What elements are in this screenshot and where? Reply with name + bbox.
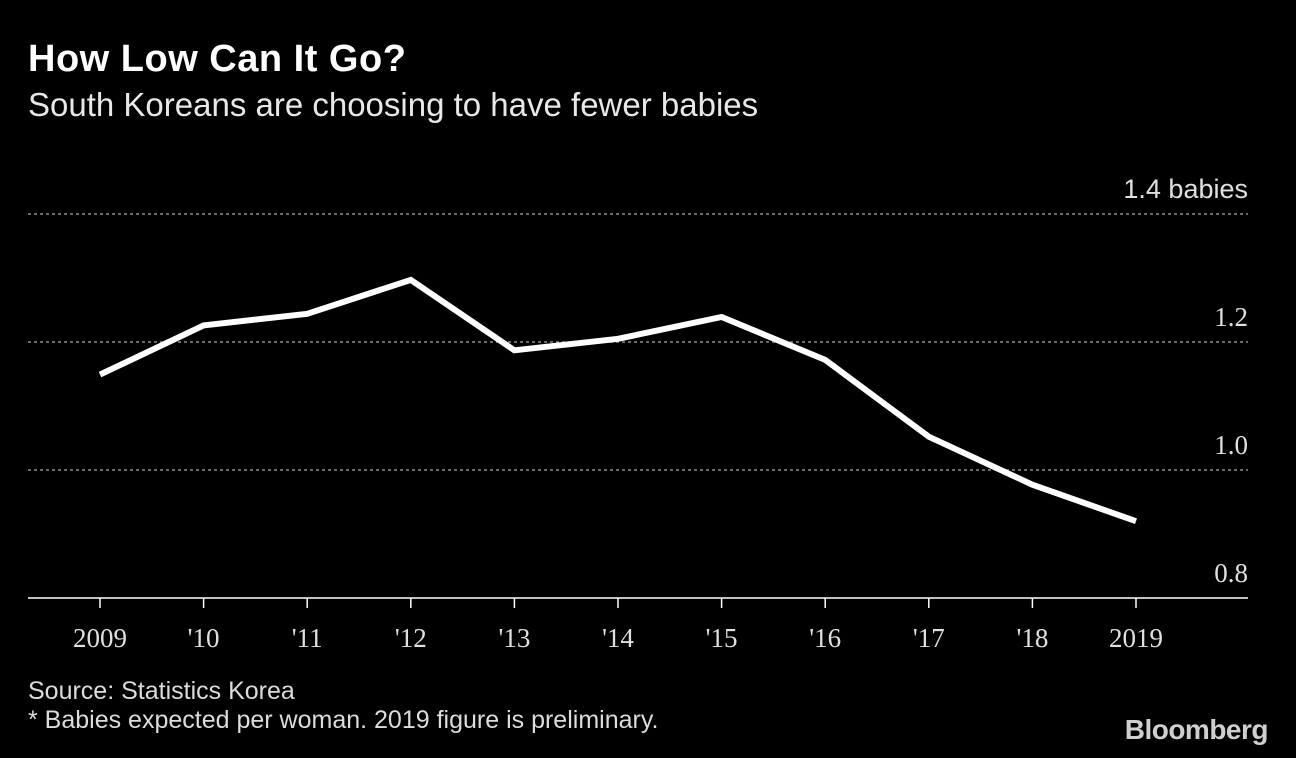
x-tick-label: '13	[498, 623, 530, 653]
x-tick-label: '14	[602, 623, 634, 653]
x-tick-label: 2009	[73, 623, 127, 653]
x-tick-label: '17	[913, 623, 945, 653]
x-tick-label: '10	[188, 623, 220, 653]
chart-title: How Low Can It Go?	[28, 38, 407, 80]
y-tick-label: 1.0	[1214, 430, 1248, 460]
x-tick-label: '18	[1016, 623, 1048, 653]
y-tick-label: 1.4 babies	[1123, 174, 1248, 204]
x-tick-label: 2019	[1109, 623, 1163, 653]
y-tick-label: 1.2	[1214, 302, 1248, 332]
bloomberg-logo: Bloomberg	[1124, 714, 1269, 745]
chart-subtitle: South Koreans are choosing to have fewer…	[28, 86, 759, 123]
x-tick-label: '11	[292, 623, 323, 653]
source-note: Source: Statistics Korea	[28, 677, 295, 705]
series-line	[98, 276, 1137, 525]
x-tick-label: '16	[809, 623, 841, 653]
footnote: * Babies expected per woman. 2019 figure…	[28, 706, 659, 734]
x-tick-label: '12	[395, 623, 427, 653]
y-tick-label: 0.8	[1214, 558, 1248, 588]
x-tick-label: '15	[706, 623, 738, 653]
